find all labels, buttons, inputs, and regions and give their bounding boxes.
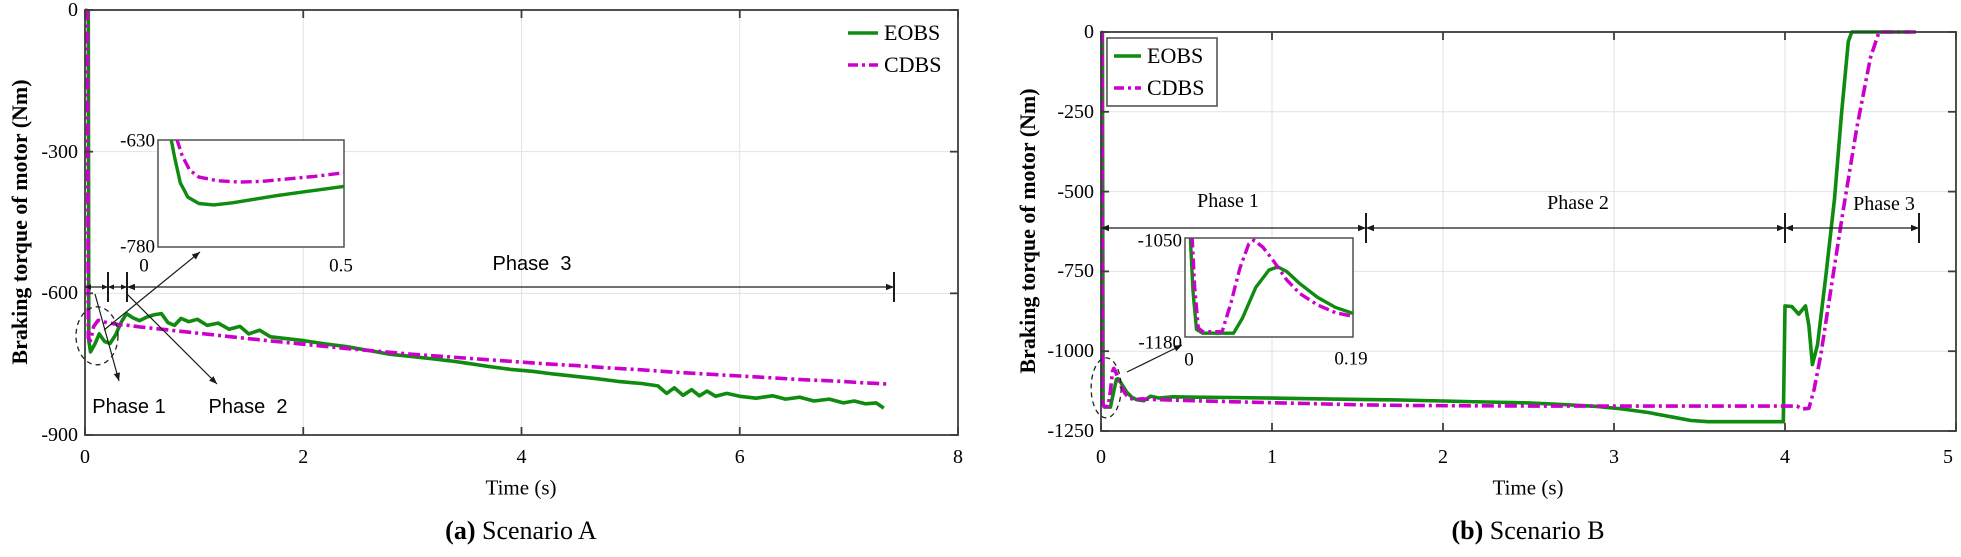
phase-label: Phase 1: [1197, 190, 1259, 212]
caption-index: (b): [1451, 516, 1484, 545]
phase-dimension-lines: [1101, 213, 1920, 243]
phase-label: Phase 3: [492, 253, 572, 275]
x-tick-label: 4: [1780, 446, 1790, 468]
x-tick-label: 6: [734, 446, 745, 468]
legend-label: CDBS: [884, 52, 942, 77]
inset-series-eobs: [169, 140, 344, 207]
inset-x-tick-label: 0.19: [1334, 348, 1368, 370]
x-tick-label: 1: [1267, 446, 1277, 468]
inset-x-tick-label: 0: [139, 255, 149, 277]
y-tick-label: -900: [41, 424, 78, 446]
x-tick-label: 2: [1438, 446, 1448, 468]
series-eobs: [84, 8, 885, 410]
inset-x-tick-label: 0.5: [329, 255, 353, 277]
x-tick-label: 4: [516, 446, 527, 468]
legend: [1106, 37, 1218, 107]
panel-caption: (a) Scenario A: [445, 518, 597, 544]
legend-label: EOBS: [884, 20, 941, 45]
series-cdbs: [84, 8, 888, 386]
caption-index: (a): [445, 516, 476, 545]
legend-label: EOBS: [1147, 43, 1204, 68]
x-tick-label: 2: [298, 446, 309, 468]
inset-y-tick-label: -1180: [1138, 332, 1182, 354]
inset-series-eobs: [1188, 238, 1353, 335]
panel-caption: (b) Scenario B: [1451, 518, 1604, 544]
panel-a: [75, 8, 959, 436]
y-tick-label: -1000: [1047, 340, 1094, 363]
x-tick-label: 8: [953, 446, 963, 468]
y-tick-label: -1250: [1047, 420, 1094, 442]
y-tick-label: -250: [1057, 100, 1094, 123]
inset-series-cdbs: [175, 140, 344, 184]
y-tick-label: 0: [68, 0, 78, 21]
x-tick-label: 0: [1096, 446, 1106, 468]
inset-x-tick-label: 0: [1184, 349, 1194, 371]
y-tick-label: -600: [41, 282, 78, 305]
phase-label: Phase 2: [208, 396, 288, 418]
y-tick-label: -500: [1057, 180, 1094, 203]
phase-dimension-lines: [85, 272, 895, 302]
y-tick-label: 0: [1084, 21, 1094, 43]
inset-series-cdbs: [1190, 238, 1353, 334]
y-tick-label: -300: [41, 140, 78, 163]
highlight-ellipse: [75, 306, 119, 366]
caption-text: Scenario B: [1483, 516, 1605, 545]
phase-label: Phase 2: [1547, 192, 1609, 214]
x-axis-label: Time (s): [1492, 475, 1564, 500]
inset-plot: [1184, 237, 1354, 338]
x-tick-label: 0: [80, 446, 90, 468]
series-curves: [1100, 30, 1919, 424]
y-axis-label: Braking torque of motor (Nm): [1015, 88, 1040, 374]
y-axis-label: Braking torque of motor (Nm): [7, 79, 32, 365]
phase-label: Phase 3: [1853, 193, 1915, 215]
series-cdbs: [1100, 30, 1919, 411]
series-curves: [84, 8, 888, 410]
x-tick-label: 3: [1609, 446, 1619, 468]
legend: [848, 31, 878, 67]
phase-label: Phase 1: [92, 396, 166, 418]
inset-y-tick-label: -630: [120, 130, 155, 152]
legend-label: CDBS: [1147, 75, 1205, 100]
inset-plot: [157, 139, 345, 248]
caption-text: Scenario A: [475, 516, 597, 545]
x-axis-label: Time (s): [485, 475, 557, 500]
y-tick-label: -750: [1057, 260, 1094, 283]
inset-y-tick-label: -1050: [1137, 230, 1182, 252]
panel-b: [1090, 30, 1957, 432]
highlight-ellipse: [1090, 357, 1122, 419]
x-tick-label: 5: [1943, 446, 1953, 468]
inset-y-tick-label: -780: [120, 236, 155, 258]
